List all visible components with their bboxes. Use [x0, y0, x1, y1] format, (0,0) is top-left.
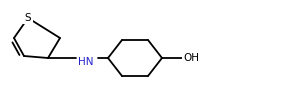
Text: HN: HN [78, 57, 94, 67]
Text: OH: OH [183, 53, 199, 63]
Text: S: S [25, 13, 31, 23]
